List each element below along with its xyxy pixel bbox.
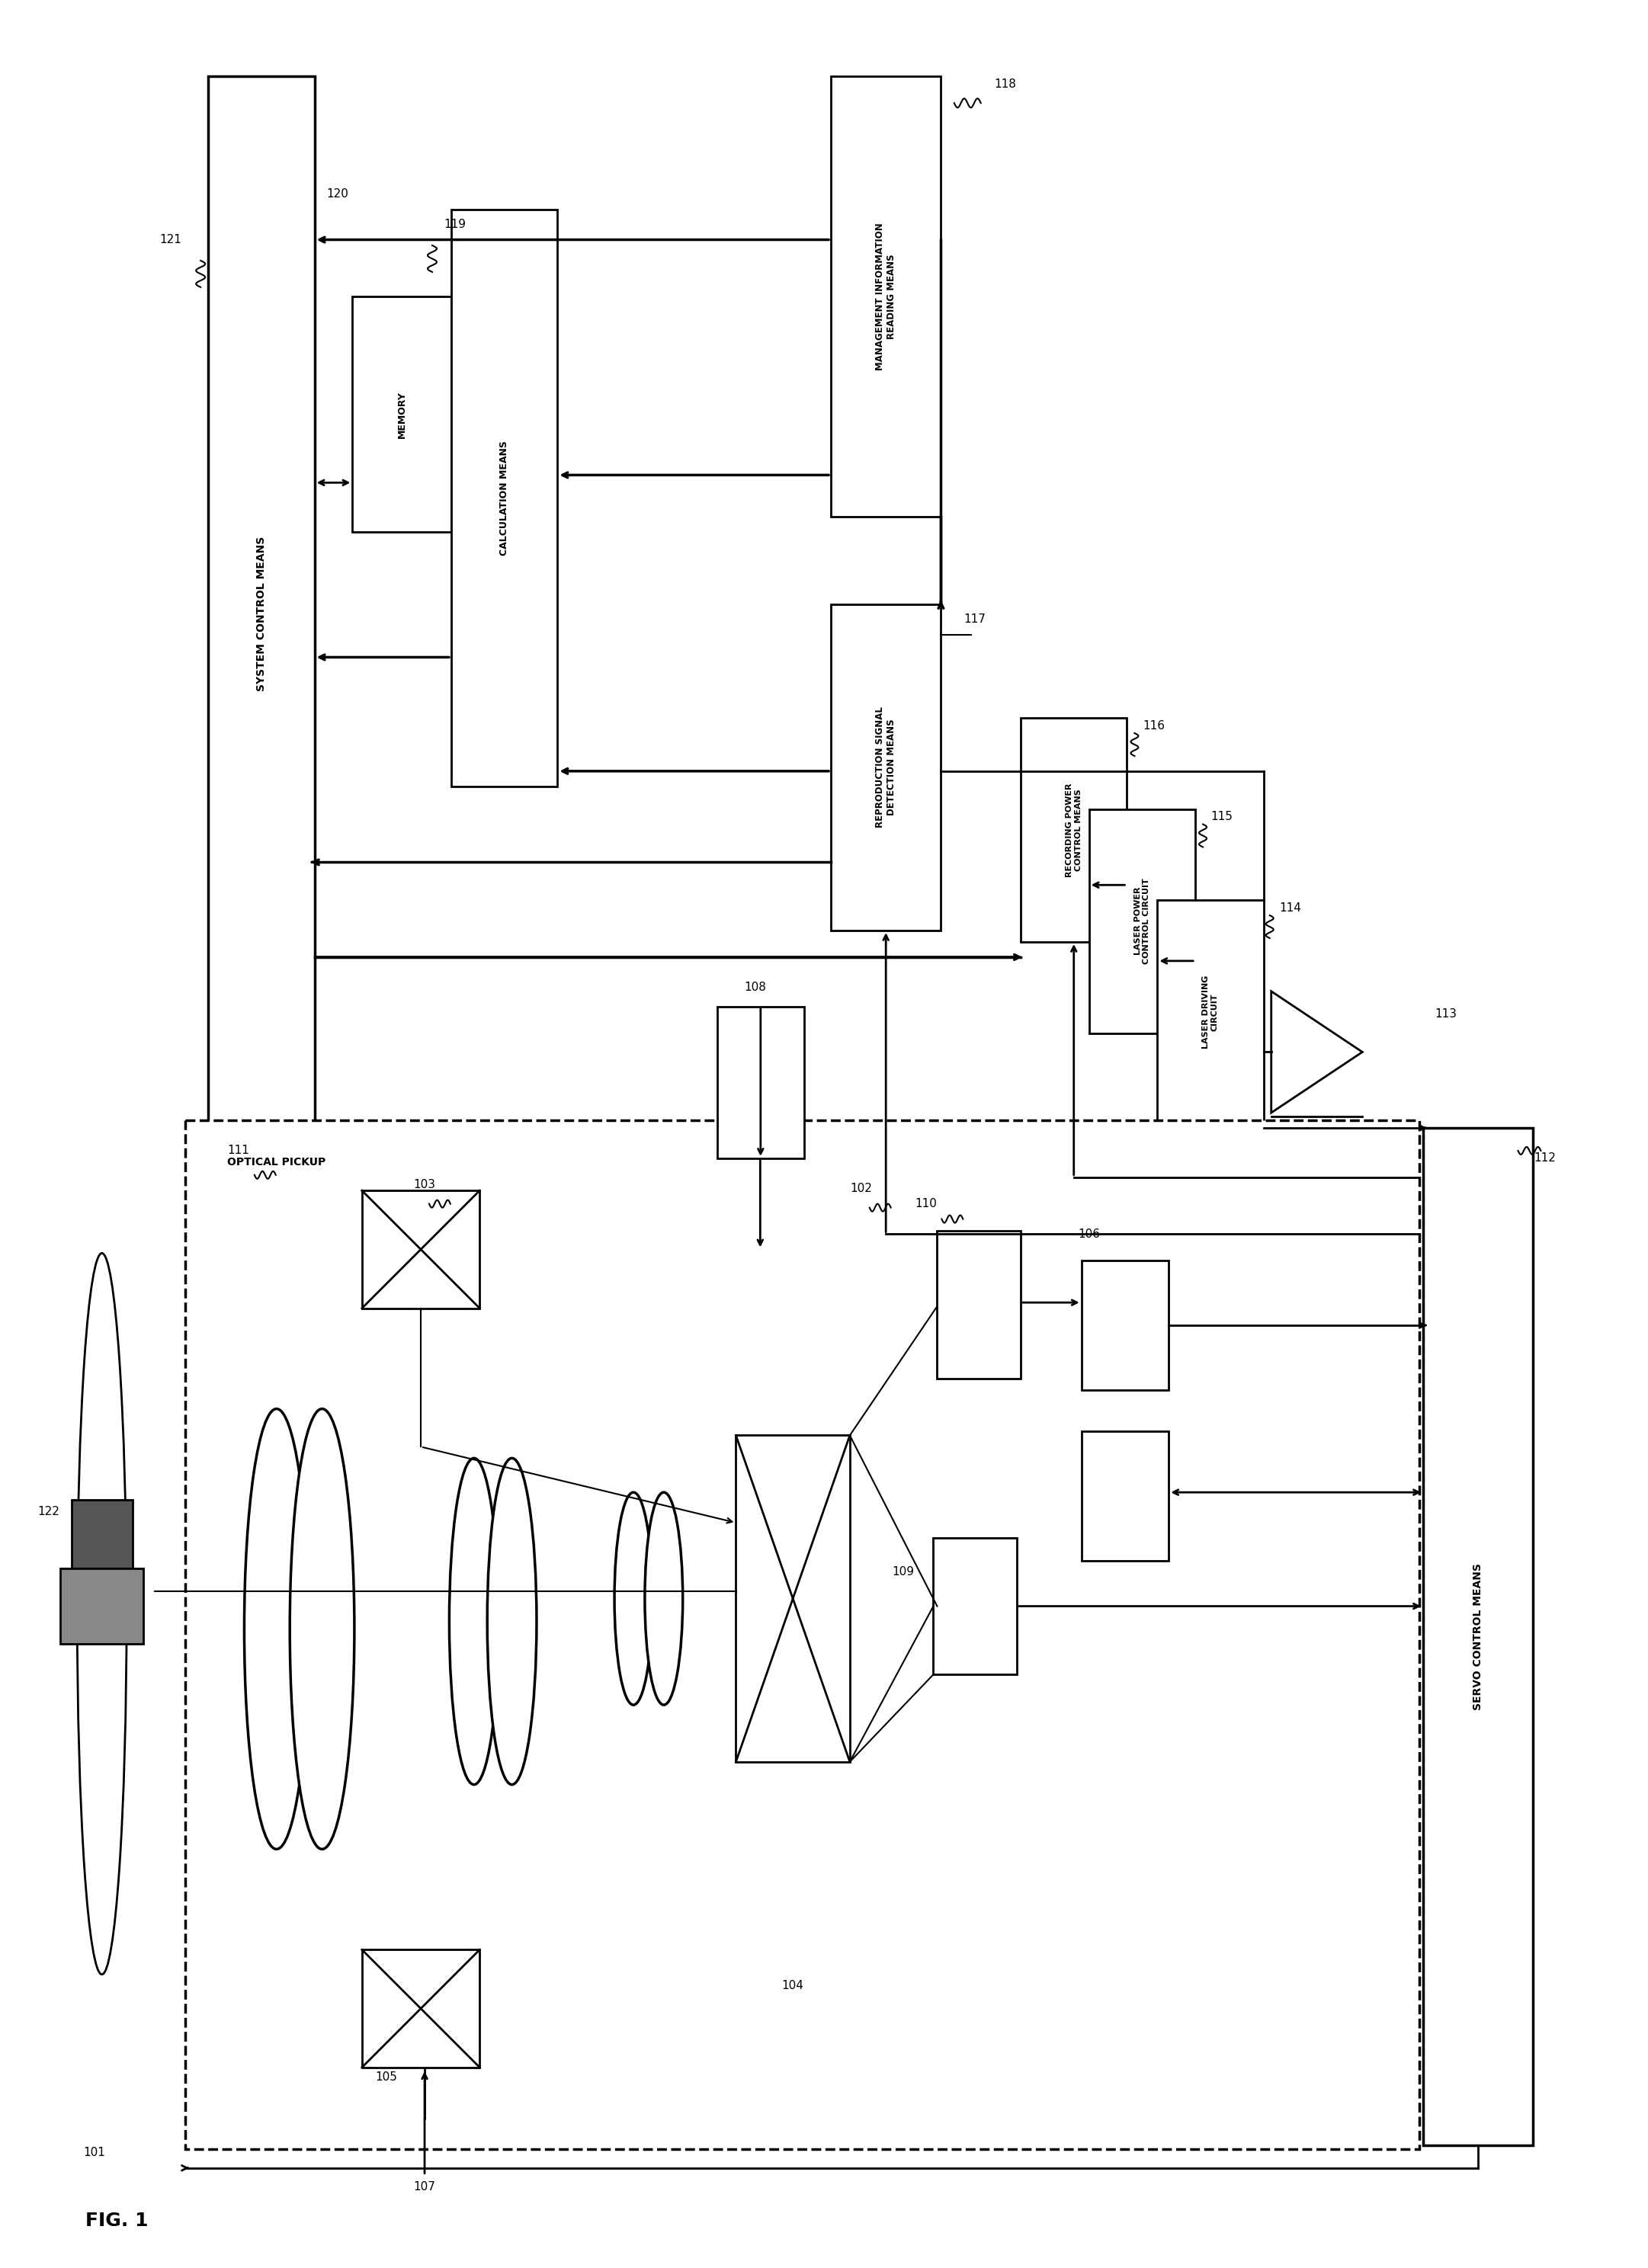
Text: LASER POWER
CONTROL CIRCUIT: LASER POWER CONTROL CIRCUIT <box>1134 878 1150 964</box>
Text: 120: 120 <box>326 188 348 200</box>
Text: 109: 109 <box>892 1567 915 1579</box>
Text: 107: 107 <box>414 2182 435 2193</box>
Ellipse shape <box>488 1458 537 1785</box>
Ellipse shape <box>290 1408 354 1848</box>
Bar <box>737 1436 850 1762</box>
Bar <box>938 1232 1020 1379</box>
Bar <box>933 1538 1017 1674</box>
Bar <box>353 297 452 533</box>
Ellipse shape <box>644 1492 682 1706</box>
Text: 122: 122 <box>38 1506 59 1517</box>
Bar <box>363 1191 480 1309</box>
Bar <box>452 209 557 787</box>
Text: 114: 114 <box>1279 903 1302 914</box>
Ellipse shape <box>615 1492 653 1706</box>
Bar <box>363 1950 480 2068</box>
Polygon shape <box>1271 991 1363 1114</box>
Text: 117: 117 <box>964 615 986 626</box>
Text: 113: 113 <box>1435 1009 1457 1021</box>
Text: 118: 118 <box>994 79 1017 91</box>
Bar <box>1081 1261 1168 1390</box>
Bar <box>1089 810 1195 1032</box>
Text: SERVO CONTROL MEANS: SERVO CONTROL MEANS <box>1473 1563 1483 1710</box>
Text: OPTICAL PICKUP: OPTICAL PICKUP <box>227 1157 326 1168</box>
Ellipse shape <box>450 1458 499 1785</box>
Text: 112: 112 <box>1534 1152 1556 1163</box>
Text: SYSTEM CONTROL MEANS: SYSTEM CONTROL MEANS <box>255 535 267 692</box>
Bar <box>1020 719 1127 941</box>
Text: 103: 103 <box>414 1179 435 1191</box>
Bar <box>59 1567 143 1644</box>
Text: 106: 106 <box>1078 1229 1101 1241</box>
Text: MEMORY: MEMORY <box>397 390 407 438</box>
Text: RECORDING POWER
CONTROL MEANS: RECORDING POWER CONTROL MEANS <box>1066 782 1083 878</box>
Text: 105: 105 <box>376 2071 397 2082</box>
Text: CALCULATION MEANS: CALCULATION MEANS <box>499 440 509 556</box>
Text: 102: 102 <box>850 1184 872 1195</box>
Bar <box>1424 1127 1533 2146</box>
Text: 115: 115 <box>1211 812 1233 823</box>
Text: 101: 101 <box>84 2148 105 2159</box>
Text: 121: 121 <box>160 234 181 245</box>
Text: 111: 111 <box>227 1145 249 1157</box>
Ellipse shape <box>77 1254 127 1975</box>
Bar <box>1081 1431 1168 1560</box>
Text: 108: 108 <box>743 982 766 993</box>
Text: REPRODUCTION SIGNAL
DETECTION MEANS: REPRODUCTION SIGNAL DETECTION MEANS <box>875 708 897 828</box>
Bar <box>831 77 941 517</box>
Bar <box>71 1499 132 1567</box>
Bar <box>186 1120 1419 2150</box>
Bar <box>1157 900 1264 1125</box>
Bar <box>208 77 315 1150</box>
Text: 116: 116 <box>1142 719 1165 730</box>
Bar <box>831 603 941 930</box>
Ellipse shape <box>244 1408 308 1848</box>
Text: 110: 110 <box>915 1198 936 1209</box>
Text: 104: 104 <box>781 1980 804 1991</box>
Text: LASER DRIVING
CIRCUIT: LASER DRIVING CIRCUIT <box>1203 975 1220 1048</box>
Text: 119: 119 <box>443 218 466 231</box>
Bar <box>717 1007 804 1159</box>
Text: FIG. 1: FIG. 1 <box>86 2211 148 2229</box>
Text: MANAGEMENT INFORMATION
READING MEANS: MANAGEMENT INFORMATION READING MEANS <box>875 222 897 370</box>
